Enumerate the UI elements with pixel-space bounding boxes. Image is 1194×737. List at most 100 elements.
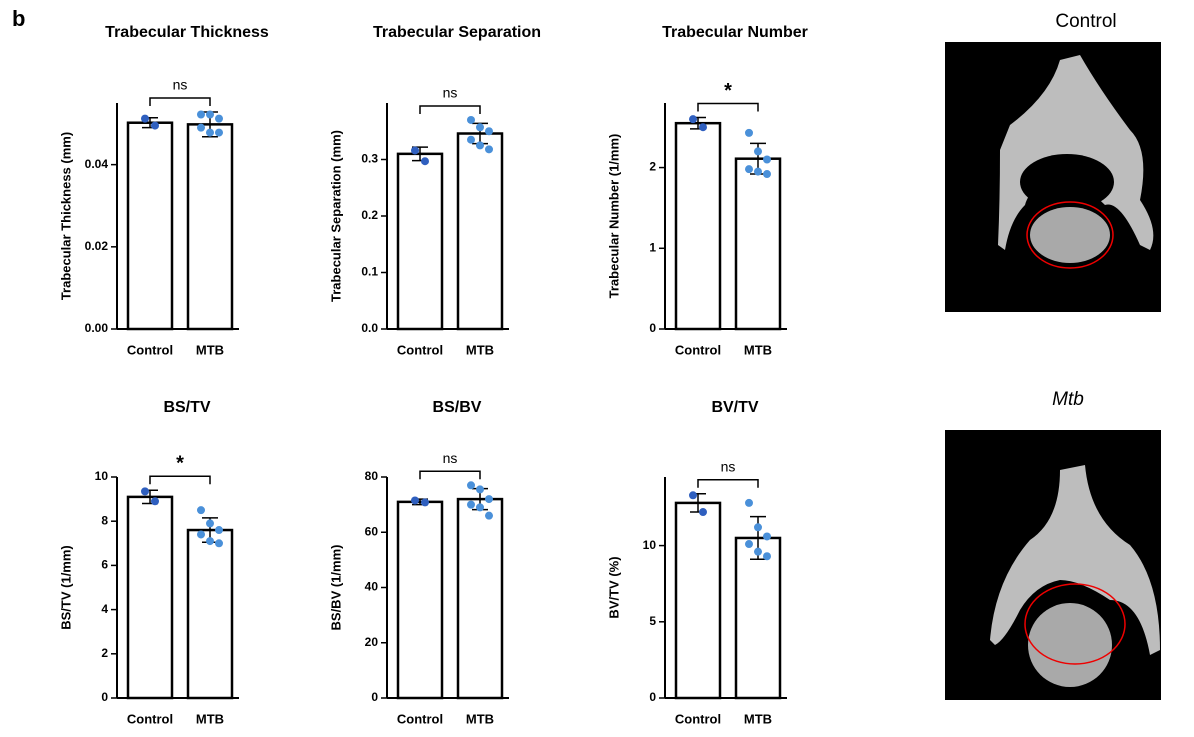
data-point	[754, 168, 762, 176]
data-point	[476, 485, 484, 493]
data-point	[763, 532, 771, 540]
x-tick-label: Control	[675, 342, 721, 357]
y-axis-label: BS/TV (1/mm)	[58, 545, 73, 630]
y-tick-label: 0	[371, 690, 378, 704]
significance-bracket	[420, 106, 480, 114]
data-point	[745, 540, 753, 548]
data-point	[485, 512, 493, 520]
data-point	[689, 115, 697, 123]
data-point	[215, 115, 223, 123]
y-tick-label: 0.04	[85, 157, 109, 171]
y-tick-label: 0.02	[85, 239, 109, 253]
bar	[736, 159, 780, 329]
significance-bracket	[698, 480, 758, 488]
bar	[458, 134, 502, 329]
data-point	[745, 165, 753, 173]
significance-bracket	[150, 98, 210, 106]
page: {"panel_label": "b", "images": [{"label"…	[0, 0, 1194, 737]
panel-label: b	[12, 6, 25, 31]
y-tick-label: 80	[365, 469, 379, 483]
significance-bracket	[150, 476, 210, 484]
ct-image	[945, 42, 1161, 700]
y-axis-label: Trabecular Number (1/mm)	[606, 134, 621, 299]
y-tick-label: 10	[95, 469, 109, 483]
data-point	[411, 146, 419, 154]
data-point	[763, 552, 771, 560]
x-tick-label: MTB	[466, 342, 494, 357]
y-tick-label: 2	[649, 160, 656, 174]
significance-label: ns	[443, 85, 458, 101]
data-point	[754, 548, 762, 556]
bar	[676, 503, 720, 698]
chart-title: Trabecular Separation	[373, 24, 541, 41]
chart-title: Trabecular Number	[662, 24, 808, 41]
bar	[188, 530, 232, 698]
data-point	[467, 481, 475, 489]
data-point	[215, 526, 223, 534]
bar	[188, 124, 232, 329]
significance-label: *	[724, 80, 732, 102]
significance-label: ns	[721, 458, 736, 474]
y-tick-label: 0.00	[85, 321, 109, 335]
significance-label: ns	[443, 450, 458, 466]
x-tick-label: Control	[127, 711, 173, 726]
data-point	[745, 129, 753, 137]
y-tick-label: 0.1	[361, 265, 378, 279]
data-point	[215, 129, 223, 137]
data-point	[699, 508, 707, 516]
data-point	[485, 495, 493, 503]
y-axis-label: BS/BV (1/mm)	[328, 545, 343, 631]
data-point	[197, 111, 205, 119]
x-tick-label: Control	[397, 711, 443, 726]
x-tick-label: Control	[675, 711, 721, 726]
data-point	[476, 141, 484, 149]
data-point	[467, 136, 475, 144]
x-tick-label: MTB	[196, 342, 224, 357]
bar	[128, 497, 172, 698]
y-tick-label: 0	[101, 690, 108, 704]
image-label: Control	[1055, 11, 1116, 32]
data-point	[476, 503, 484, 511]
data-point	[763, 156, 771, 164]
significance-bracket	[698, 104, 758, 112]
data-point	[467, 501, 475, 509]
chart-title: BS/TV	[163, 399, 210, 416]
bar	[128, 123, 172, 329]
y-tick-label: 0.0	[361, 321, 378, 335]
data-point	[421, 498, 429, 506]
data-point	[745, 499, 753, 507]
y-tick-label: 6	[101, 558, 108, 572]
significance-bracket	[420, 471, 480, 479]
y-tick-label: 60	[365, 524, 379, 538]
data-point	[206, 129, 214, 137]
bar	[398, 502, 442, 698]
bar	[398, 154, 442, 329]
data-point	[141, 487, 149, 495]
data-point	[485, 127, 493, 135]
y-axis-label: Trabecular Separation (mm)	[328, 130, 343, 302]
data-point	[411, 496, 419, 504]
figure: b Control Mtb Trabecular ThicknessTrabec…	[0, 0, 1194, 732]
y-tick-label: 20	[365, 635, 379, 649]
data-point	[467, 116, 475, 124]
x-tick-label: Control	[127, 342, 173, 357]
y-tick-label: 0.3	[361, 152, 378, 166]
data-point	[215, 539, 223, 547]
y-tick-label: 2	[101, 646, 108, 660]
data-point	[689, 491, 697, 499]
data-point	[197, 124, 205, 132]
bar	[736, 538, 780, 698]
data-point	[763, 170, 771, 178]
data-point	[197, 506, 205, 514]
data-point	[754, 147, 762, 155]
data-point	[151, 497, 159, 505]
image-label: Mtb	[1052, 389, 1084, 410]
y-tick-label: 40	[365, 580, 379, 594]
data-point	[206, 537, 214, 545]
x-tick-label: MTB	[466, 711, 494, 726]
y-tick-label: 0	[649, 690, 656, 704]
y-tick-label: 1	[649, 240, 656, 254]
data-point	[476, 123, 484, 131]
data-point	[485, 145, 493, 153]
x-tick-label: MTB	[744, 711, 772, 726]
